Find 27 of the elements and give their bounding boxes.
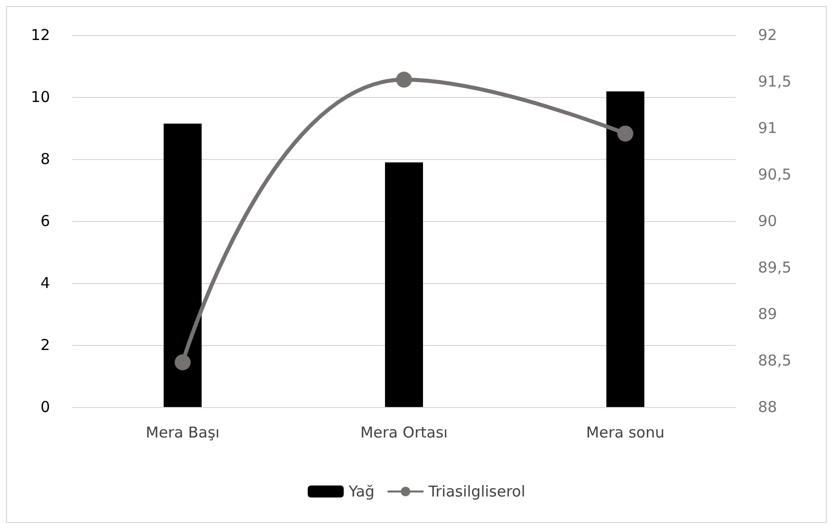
bar xyxy=(164,124,202,407)
point xyxy=(174,354,191,370)
x-tick-label: Mera Ortası xyxy=(360,424,448,442)
y-tick-label: 0 xyxy=(40,398,50,416)
y2-tick-label: 88 xyxy=(758,398,778,416)
x-tick-label: Mera Başı xyxy=(146,424,220,442)
y2-tick-label: 91 xyxy=(758,119,778,137)
point xyxy=(617,126,634,142)
y2-tick-label: 89,5 xyxy=(758,258,792,276)
legend-label: Triasilgliserol xyxy=(428,482,526,500)
bar xyxy=(606,91,644,407)
y2-tick-label: 90 xyxy=(758,212,778,230)
y2-tick-label: 92 xyxy=(758,26,778,44)
y2-tick-label: 90,5 xyxy=(758,166,792,184)
y-tick-label: 6 xyxy=(40,212,50,230)
y-tick-label: 8 xyxy=(40,150,50,168)
y-tick-label: 10 xyxy=(30,88,50,106)
y2-tick-label: 91,5 xyxy=(758,72,792,90)
y2-tick-label: 89 xyxy=(758,305,778,323)
legend-label: Yağ xyxy=(348,482,375,500)
y-tick-label: 2 xyxy=(40,336,50,354)
x-tick-label: Mera sonu xyxy=(586,424,664,442)
y-tick-label: 4 xyxy=(40,274,50,292)
y-tick-label: 12 xyxy=(30,26,50,44)
y2-tick-label: 88,5 xyxy=(758,352,792,370)
bar xyxy=(385,162,423,407)
point xyxy=(396,72,412,88)
